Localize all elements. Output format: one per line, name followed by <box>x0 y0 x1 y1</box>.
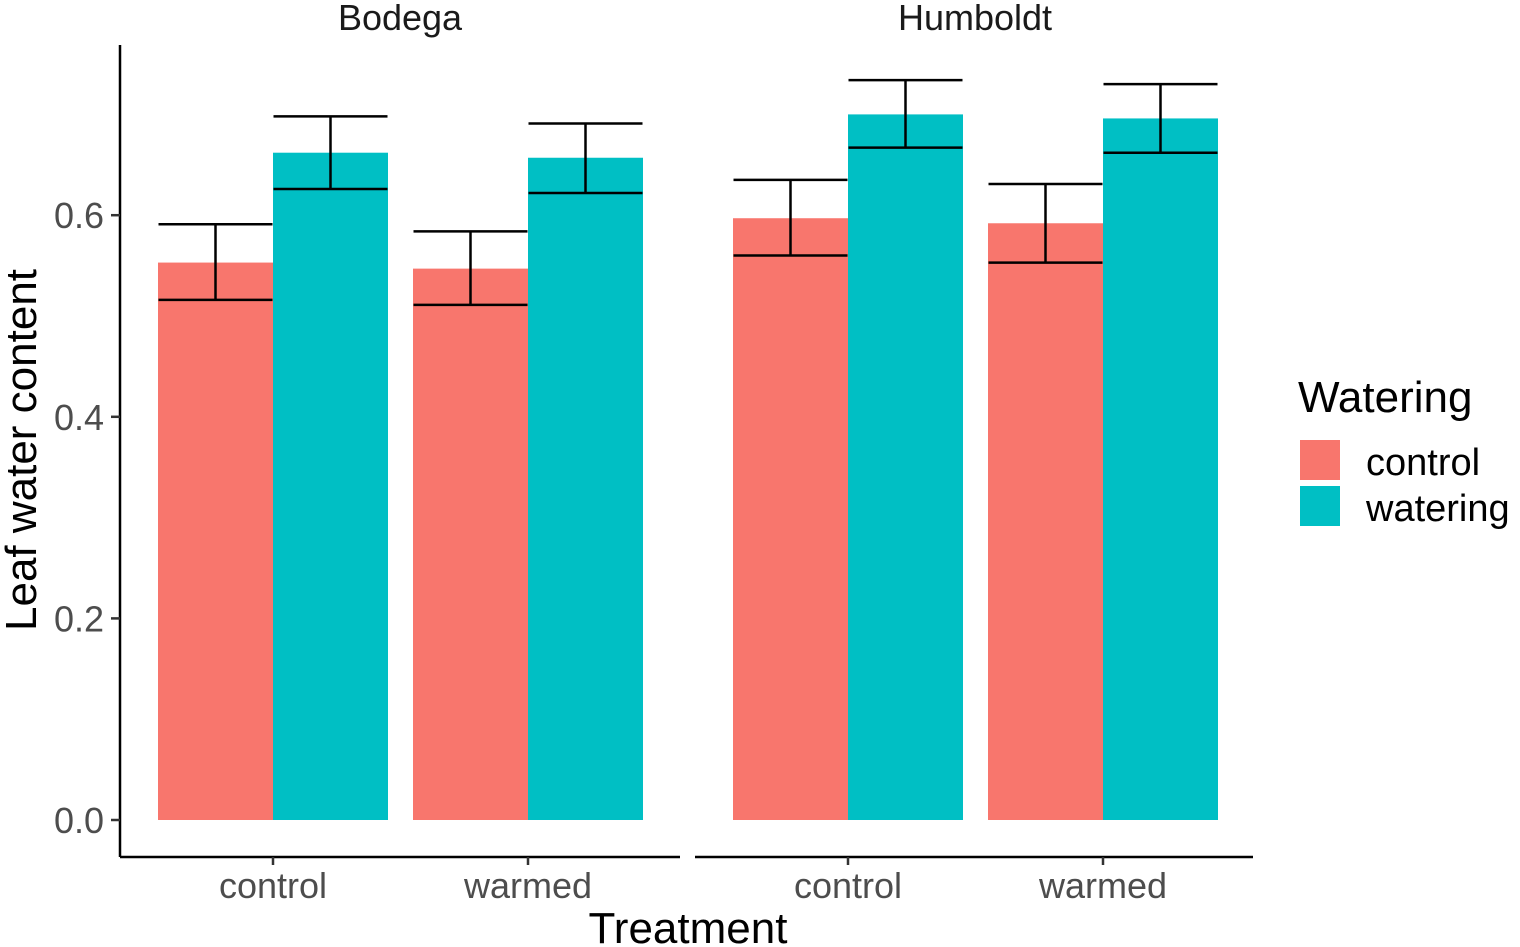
x-tick-label: warmed <box>1038 865 1167 906</box>
facet-title: Humboldt <box>898 0 1052 38</box>
facet-title: Bodega <box>338 0 463 38</box>
bar <box>528 157 643 820</box>
bar <box>733 218 848 820</box>
y-tick-label: 0.0 <box>54 800 104 841</box>
legend-label-watering: watering <box>1365 488 1510 530</box>
bar <box>1103 118 1218 820</box>
legend: Watering control watering <box>1298 373 1510 530</box>
bar <box>413 268 528 820</box>
bar <box>273 152 388 821</box>
bar <box>848 114 963 820</box>
x-tick-label: warmed <box>463 865 592 906</box>
bar <box>158 262 273 820</box>
legend-label-control: control <box>1366 442 1480 484</box>
bar <box>988 223 1103 820</box>
plot-area: 0.0 0.2 0.4 0.6 Bodega control warmed Humboldt c… <box>54 0 1253 906</box>
y-tick-label: 0.6 <box>54 195 104 236</box>
legend-title: Watering <box>1298 373 1472 422</box>
legend-swatch-control <box>1300 440 1340 480</box>
y-axis-title: Leaf water content <box>0 269 46 631</box>
x-axis-title: Treatment <box>589 904 788 947</box>
y-tick-label: 0.2 <box>54 598 104 639</box>
x-tick-label: control <box>794 865 902 906</box>
x-tick-label: control <box>219 865 327 906</box>
y-tick-label: 0.4 <box>54 397 104 438</box>
legend-swatch-watering <box>1300 486 1340 526</box>
